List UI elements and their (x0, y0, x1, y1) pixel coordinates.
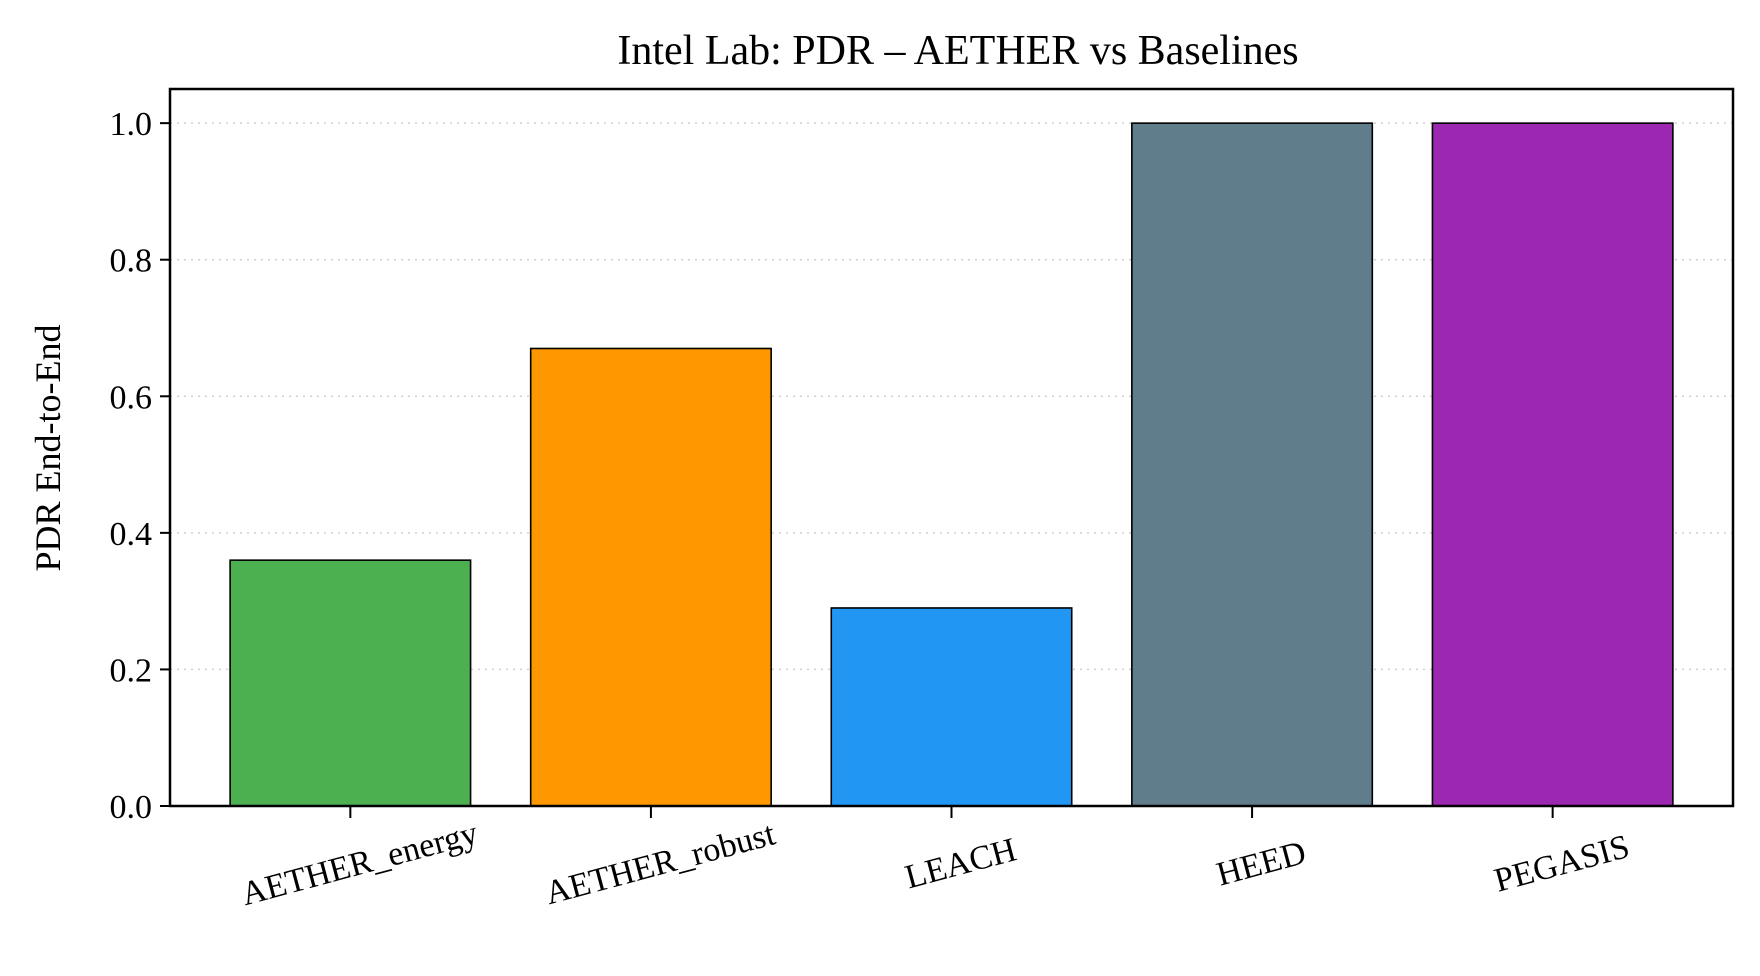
bar-aether-energy (229, 559, 472, 807)
chart-title: Intel Lab: PDR – AETHER vs Baselines (617, 28, 1298, 74)
bar-pegasis (1431, 122, 1674, 807)
y-tick-label: 0.0 (110, 789, 153, 826)
y-axis-ticks: 0.0 0.2 0.4 0.6 0.8 1.0 (110, 106, 170, 826)
x-axis-ticks: AETHER_energy AETHER_robust LEACH HEED PEGAS… (237, 806, 1633, 913)
x-tick-label: HEED (1213, 834, 1310, 893)
y-tick-label: 0.2 (110, 652, 153, 689)
y-tick-label: 0.4 (110, 516, 153, 553)
y-tick-label: 0.6 (110, 379, 153, 416)
x-tick-label: AETHER_robust (541, 815, 779, 912)
bar-leach (830, 607, 1073, 807)
y-axis-label: PDR End-to-End (28, 325, 68, 572)
bars (229, 122, 1674, 807)
y-tick-label: 1.0 (110, 106, 153, 143)
x-tick-label: AETHER_energy (237, 815, 481, 914)
bar-heed (1131, 122, 1374, 807)
x-tick-label: PEGASIS (1491, 828, 1634, 899)
bar-aether-robust (529, 347, 772, 807)
x-tick-label: LEACH (901, 831, 1020, 896)
y-tick-label: 0.8 (110, 243, 153, 280)
